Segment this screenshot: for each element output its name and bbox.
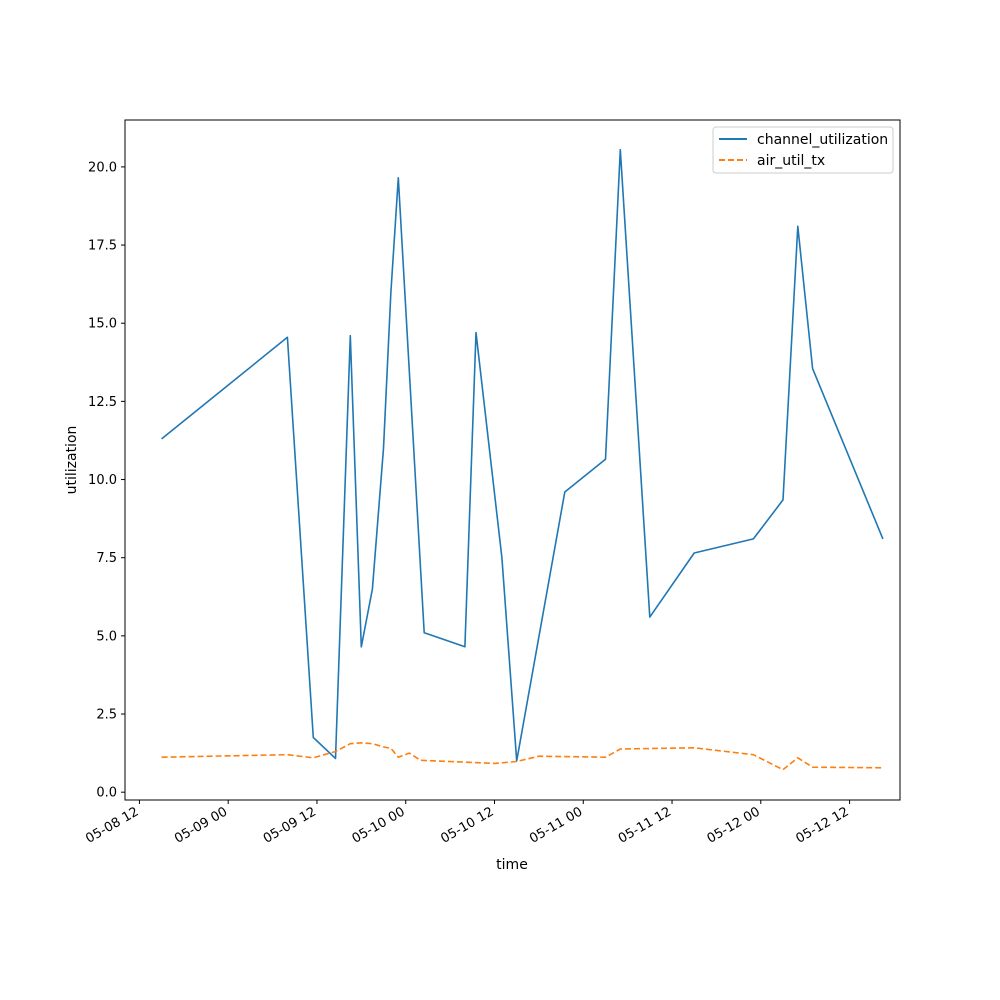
y-tick-label: 15.0 xyxy=(88,317,117,332)
y-tick-label: 17.5 xyxy=(88,239,117,254)
data-point-air-util-tx-0 xyxy=(161,756,163,758)
data-point-air-util-tx-2 xyxy=(312,757,314,759)
data-point-channel-utilization-13 xyxy=(501,557,503,559)
data-point-air-util-tx-15 xyxy=(605,756,607,758)
series-layer xyxy=(161,148,884,771)
y-tick-label: 12.5 xyxy=(88,395,117,410)
data-point-channel-utilization-20 xyxy=(752,538,754,540)
data-point-channel-utilization-8 xyxy=(390,291,392,293)
plot-frame xyxy=(124,119,901,801)
y-tick-label: 20.0 xyxy=(88,160,117,175)
data-point-air-util-tx-12 xyxy=(494,762,496,764)
data-point-channel-utilization-6 xyxy=(371,588,373,590)
data-point-air-util-tx-7 xyxy=(383,746,385,748)
data-point-air-util-tx-17 xyxy=(693,747,695,749)
data-point-air-util-tx-6 xyxy=(371,743,373,745)
legend-label-air-util-tx: air_util_tx xyxy=(757,153,825,169)
data-point-channel-utilization-19 xyxy=(693,552,695,554)
data-point-channel-utilization-1 xyxy=(286,336,288,338)
data-point-channel-utilization-17 xyxy=(619,149,621,151)
data-point-channel-utilization-3 xyxy=(335,757,337,759)
series-line-air-util-tx xyxy=(161,741,883,771)
data-point-channel-utilization-5 xyxy=(360,646,362,648)
data-point-air-util-tx-5 xyxy=(360,742,362,744)
data-point-air-util-tx-8 xyxy=(390,747,392,749)
y-tick-label: 0.0 xyxy=(96,786,117,801)
data-point-channel-utilization-15 xyxy=(564,491,566,493)
x-axis-label: time xyxy=(496,857,528,873)
y-tick-label: 10.0 xyxy=(88,473,117,488)
data-point-channel-utilization-22 xyxy=(797,225,799,227)
data-point-channel-utilization-16 xyxy=(605,458,607,460)
data-point-air-util-tx-21 xyxy=(812,766,814,768)
y-tick-label: 2.5 xyxy=(96,708,117,723)
data-point-air-util-tx-3 xyxy=(335,751,337,753)
data-point-channel-utilization-23 xyxy=(812,368,814,370)
y-tick-label: 7.5 xyxy=(96,551,117,566)
data-point-air-util-tx-16 xyxy=(619,748,621,750)
legend-frame xyxy=(712,126,894,174)
data-point-air-util-tx-4 xyxy=(349,743,351,745)
data-point-channel-utilization-0 xyxy=(161,438,163,440)
legend-label-channel-utilization: channel_utilization xyxy=(757,132,888,148)
data-point-channel-utilization-24 xyxy=(882,538,884,540)
data-point-air-util-tx-9 xyxy=(397,756,399,758)
data-point-air-util-tx-19 xyxy=(782,769,784,771)
y-axis-label: utilization xyxy=(64,426,80,495)
data-point-air-util-tx-18 xyxy=(752,754,754,756)
data-point-channel-utilization-4 xyxy=(349,335,351,337)
data-point-air-util-tx-22 xyxy=(882,767,884,769)
data-point-channel-utilization-9 xyxy=(397,177,399,179)
data-point-channel-utilization-2 xyxy=(312,737,314,739)
data-point-air-util-tx-14 xyxy=(538,755,540,757)
data-point-channel-utilization-12 xyxy=(475,332,477,334)
data-point-channel-utilization-7 xyxy=(383,447,385,449)
y-tick-label: 5.0 xyxy=(96,629,117,644)
y-axis-ticks: 0.0 2.5 5.0 7.5 10.0 12.5 15.0 17.5 20.0 xyxy=(88,160,125,801)
data-point-air-util-tx-13 xyxy=(516,761,518,763)
data-point-channel-utilization-11 xyxy=(464,646,466,648)
data-point-channel-utilization-10 xyxy=(423,632,425,634)
data-point-channel-utilization-21 xyxy=(782,499,784,501)
data-point-air-util-tx-11 xyxy=(420,759,422,761)
data-point-air-util-tx-20 xyxy=(797,757,799,759)
series-line-channel-utilization xyxy=(161,148,884,762)
legend: channel_utilization air_util_tx xyxy=(712,126,894,174)
data-point-air-util-tx-1 xyxy=(286,754,288,756)
data-point-channel-utilization-18 xyxy=(649,616,651,618)
data-point-air-util-tx-10 xyxy=(408,752,410,754)
